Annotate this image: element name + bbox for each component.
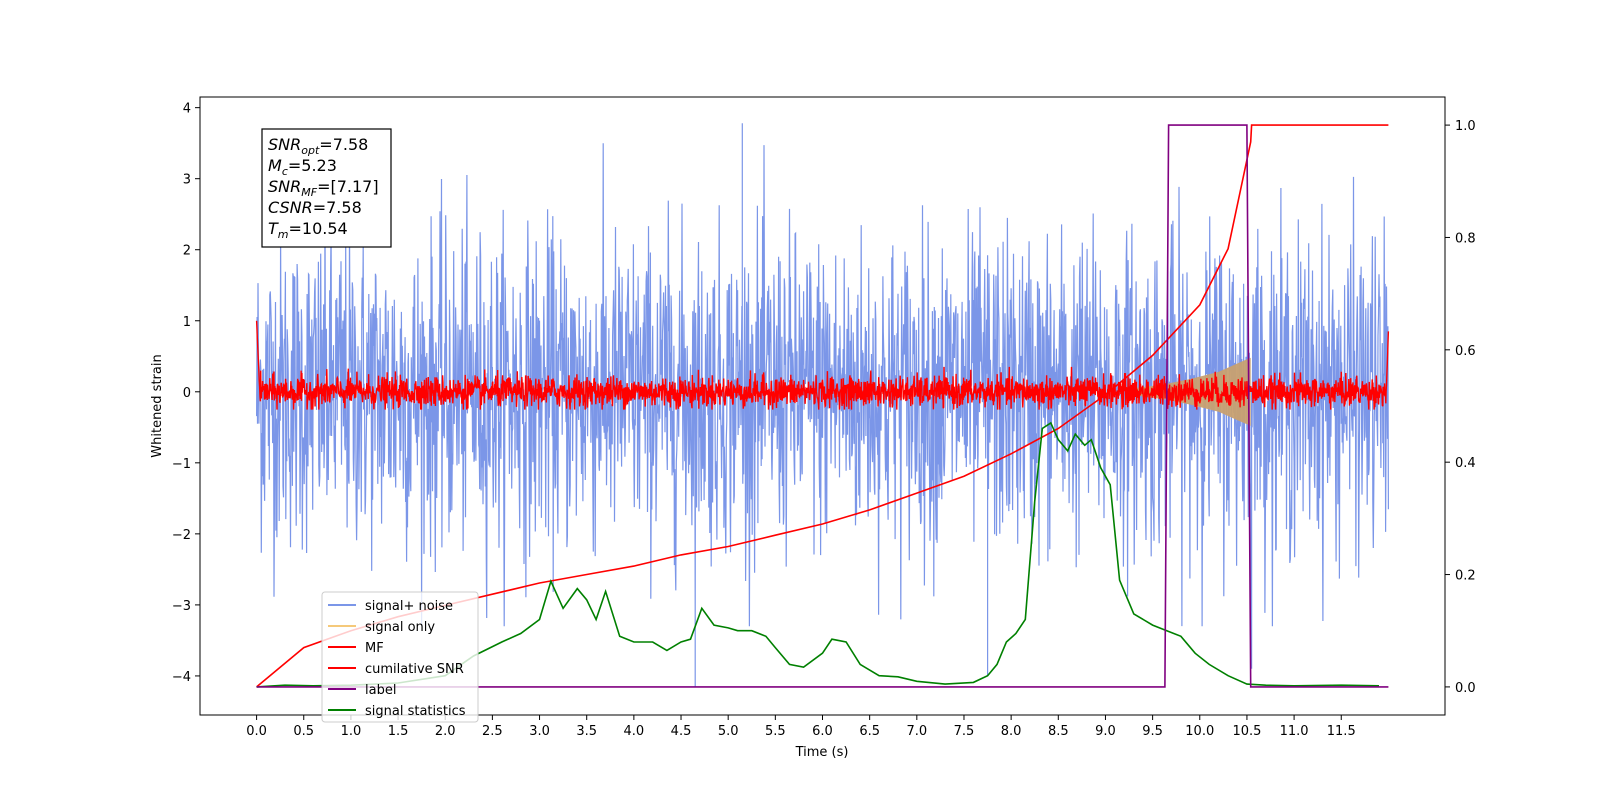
y-tick-label: −2 bbox=[172, 528, 191, 543]
y-right-tick-label: 0.6 bbox=[1455, 344, 1476, 359]
x-tick-label: 8.0 bbox=[1001, 724, 1022, 739]
x-tick-label: 3.5 bbox=[576, 724, 597, 739]
y-axis-ticks: 4 3 2 1 0 −1 −2 −3 −4 bbox=[172, 102, 200, 685]
x-tick-label: 1.0 bbox=[341, 724, 362, 739]
x-tick-label: 6.0 bbox=[812, 724, 833, 739]
x-tick-label: 4.5 bbox=[671, 724, 692, 739]
legend-entry: signal statistics bbox=[365, 704, 466, 719]
annotation-line: SNRopt=7.58 bbox=[268, 135, 368, 157]
plot-area bbox=[255, 123, 1390, 688]
x-tick-label: 0.0 bbox=[246, 724, 267, 739]
legend-entry: signal only bbox=[365, 620, 435, 635]
legend-frame bbox=[321, 591, 479, 723]
signal-statistics-line bbox=[256, 421, 1380, 688]
x-tick-label: 4.0 bbox=[624, 724, 645, 739]
legend-entry: MF bbox=[365, 641, 384, 656]
series-signal-only bbox=[1133, 357, 1251, 426]
y-tick-label: −1 bbox=[172, 457, 191, 472]
x-tick-label: 5.0 bbox=[718, 724, 739, 739]
x-axis-label: Time (s) bbox=[795, 745, 849, 760]
signal-plus-noise-line bbox=[256, 123, 1389, 687]
series-signal-plus-noise bbox=[256, 123, 1389, 687]
legend-entry: label bbox=[365, 683, 396, 698]
series-signal-statistics bbox=[256, 421, 1380, 688]
label-line bbox=[256, 124, 1389, 688]
x-tick-label: 5.5 bbox=[765, 724, 786, 739]
x-tick-label: 0.5 bbox=[293, 724, 314, 739]
y-tick-label: −3 bbox=[172, 599, 191, 614]
x-tick-label: 7.5 bbox=[954, 724, 975, 739]
x-tick-label: 3.0 bbox=[529, 724, 550, 739]
legend-entry: cumilative SNR bbox=[365, 662, 464, 677]
annotation-line: CSNR=7.58 bbox=[268, 198, 362, 217]
x-tick-label: 10.0 bbox=[1185, 724, 1214, 739]
y-right-tick-label: 1.0 bbox=[1455, 119, 1476, 134]
x-axis-ticks: 0.0 0.5 1.0 1.5 2.0 2.5 3.0 3.5 4.0 4.5 5.0 5.5 6.0 6… bbox=[246, 715, 1356, 739]
y-tick-label: 0 bbox=[183, 386, 191, 401]
x-tick-label: 10.5 bbox=[1232, 724, 1261, 739]
x-tick-label: 6.5 bbox=[859, 724, 880, 739]
annotation-line: Tm=10.54 bbox=[268, 219, 348, 241]
x-tick-label: 2.0 bbox=[435, 724, 456, 739]
x-tick-label: 9.5 bbox=[1142, 724, 1163, 739]
x-tick-label: 9.0 bbox=[1095, 724, 1116, 739]
y-right-tick-label: 0.8 bbox=[1455, 231, 1476, 246]
y-tick-label: 4 bbox=[183, 102, 191, 117]
x-tick-label: 2.5 bbox=[482, 724, 503, 739]
legend-entry: signal+ noise bbox=[365, 599, 453, 614]
y-axis-right-ticks: 1.0 0.8 0.6 0.4 0.2 0.0 bbox=[1445, 119, 1476, 696]
annotation-line: Mc=5.23 bbox=[268, 156, 337, 178]
x-tick-label: 11.5 bbox=[1327, 724, 1356, 739]
y-right-tick-label: 0.2 bbox=[1455, 569, 1476, 584]
annotation-frame bbox=[261, 128, 392, 248]
y-tick-label: −4 bbox=[172, 670, 191, 685]
y-tick-label: 1 bbox=[183, 315, 191, 330]
series-mf bbox=[255, 320, 1390, 410]
y-tick-label: 2 bbox=[183, 244, 191, 259]
legend: signal+ noise signal only MF cumilative SNR… bbox=[321, 591, 479, 723]
x-tick-label: 11.0 bbox=[1280, 724, 1309, 739]
x-tick-label: 1.5 bbox=[388, 724, 409, 739]
y-axis-label: Whitened strain bbox=[150, 354, 165, 457]
signal-only-fill bbox=[1133, 357, 1251, 426]
series-label bbox=[256, 124, 1389, 688]
y-tick-label: 3 bbox=[183, 173, 191, 188]
y-right-tick-label: 0.0 bbox=[1455, 681, 1476, 696]
x-tick-label: 8.5 bbox=[1048, 724, 1069, 739]
x-tick-label: 7.0 bbox=[906, 724, 927, 739]
annotation-line: SNRMF=[7.17] bbox=[268, 177, 379, 199]
y-right-tick-label: 0.4 bbox=[1455, 456, 1476, 471]
mf-line bbox=[255, 320, 1390, 410]
